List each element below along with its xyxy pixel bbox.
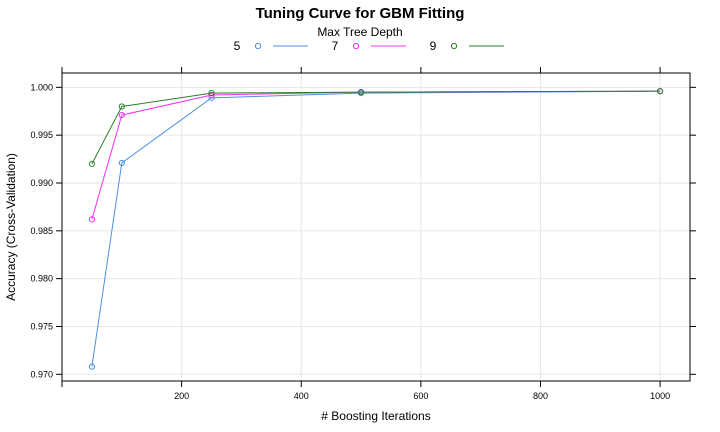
legend-point-9 [450, 42, 458, 50]
point-9-1 [118, 103, 125, 110]
x-tick-label-2: 600 [413, 391, 428, 401]
y-tick-label-1: 0.975 [30, 321, 53, 331]
point-5-0 [88, 363, 96, 370]
series-line-9 [91, 90, 661, 165]
point-9-4 [656, 88, 664, 95]
plot-frame [61, 72, 691, 382]
legend-label-9: 9 [430, 39, 437, 53]
point-7-2 [208, 91, 215, 99]
series-line-5 [91, 90, 661, 367]
y-tick-label-3: 0.985 [30, 226, 53, 236]
x-tick-label-3: 800 [533, 391, 548, 401]
y-tick-label-0: 0.970 [30, 369, 53, 379]
x-axis-label: # Boosting Iterations [321, 409, 430, 423]
point-5-1 [118, 159, 125, 167]
x-tick-label-4: 1000 [650, 391, 670, 401]
series-layer [88, 88, 664, 370]
legend-point-7 [352, 42, 360, 50]
point-9-0 [88, 160, 96, 167]
point-7-1 [118, 111, 125, 119]
legend: 5 7 9 [234, 39, 504, 53]
y-tick-label-4: 0.990 [30, 178, 53, 188]
legend-label-7: 7 [332, 39, 339, 53]
point-7-0 [88, 216, 96, 223]
legend-point-5 [254, 42, 262, 50]
grid-lines [62, 73, 690, 381]
x-tick-label-0: 200 [174, 391, 189, 401]
y-tick-label-6: 1.000 [30, 82, 53, 92]
axes: 200 400 600 800 1000 0.970 0.975 0.980 0.985 0.99… [30, 67, 696, 401]
chart-title: Tuning Curve for GBM Fitting [256, 5, 465, 22]
legend-title: Max Tree Depth [317, 25, 402, 39]
y-tick-label-2: 0.980 [30, 274, 53, 284]
y-axis-label: Accuracy (Cross-Validation) [4, 153, 18, 301]
series-line-7 [91, 90, 661, 220]
point-9-3 [357, 89, 365, 96]
legend-label-5: 5 [234, 39, 241, 53]
y-tick-label-5: 0.995 [30, 130, 53, 140]
x-tick-label-1: 400 [294, 391, 309, 401]
point-9-2 [208, 89, 215, 97]
